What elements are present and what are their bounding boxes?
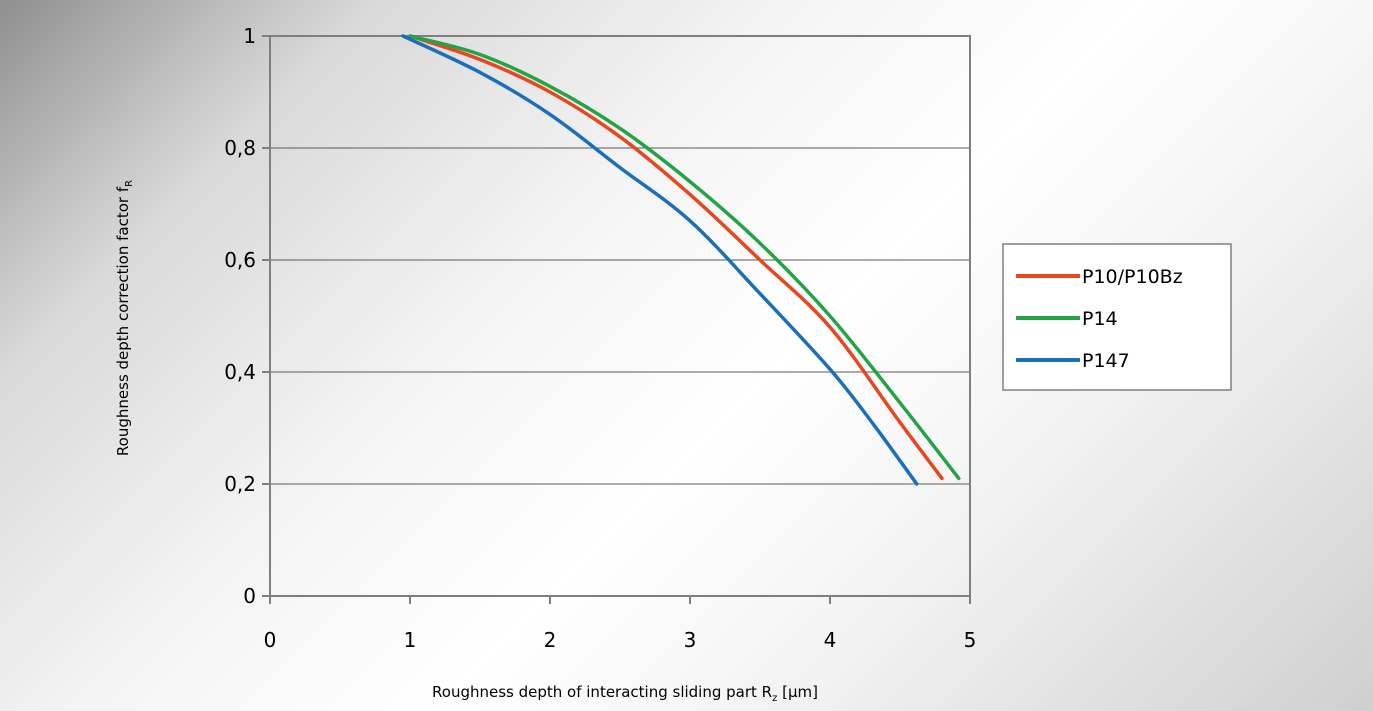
x-tick-label: 5 <box>964 628 977 652</box>
series-line-p147 <box>401 34 919 486</box>
legend-label: P10/P10Bz <box>1082 266 1183 288</box>
x-tick-label: 4 <box>824 628 837 652</box>
y-tick-label: 0,2 <box>224 472 256 496</box>
x-tick-label: 3 <box>684 628 697 652</box>
x-tick-label: 0 <box>264 628 277 652</box>
axis-ticks: 0 0,2 0,4 0,6 0,8 1 0 1 2 3 4 5 <box>224 24 976 652</box>
legend-label: P147 <box>1082 350 1130 372</box>
y-tick-label: 0,4 <box>224 360 256 384</box>
series-line-p14 <box>408 34 961 481</box>
plot-area-frame <box>269 35 971 597</box>
grid-lines <box>270 147 970 485</box>
y-tick-label: 1 <box>243 24 256 48</box>
x-tick-label: 1 <box>404 628 417 652</box>
x-axis-title: Roughness depth of interacting sliding p… <box>432 683 818 704</box>
y-tick-label: 0 <box>243 584 256 608</box>
x-tick-label: 2 <box>544 628 557 652</box>
series-line-p10-p10bz <box>408 34 944 481</box>
y-tick-label: 0,8 <box>224 136 256 160</box>
y-tick-label: 0,6 <box>224 248 256 272</box>
legend: P10/P10Bz P14 P147 <box>1002 243 1232 391</box>
series-layer <box>401 34 961 486</box>
y-axis-title: Roughness depth correction factor fR <box>114 180 135 456</box>
legend-label: P14 <box>1082 308 1118 330</box>
